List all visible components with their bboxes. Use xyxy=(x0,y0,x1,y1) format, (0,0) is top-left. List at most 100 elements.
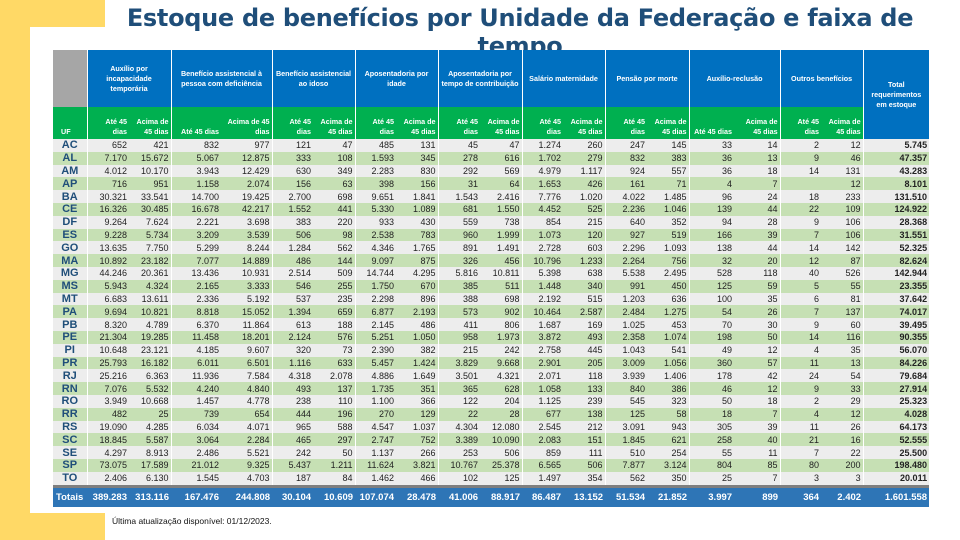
uf-cell: PR xyxy=(53,356,87,370)
uf-cell: TO xyxy=(53,471,87,487)
value-cell: 71 xyxy=(647,177,690,191)
value-cell: 2.514 xyxy=(271,266,314,280)
value-cell: 292 xyxy=(437,164,481,178)
group-header: Aposentadoria por idade xyxy=(354,50,439,107)
value-cell: 806 xyxy=(480,318,523,331)
uf-cell: RR xyxy=(53,407,87,421)
value-cell: 515 xyxy=(563,292,606,306)
value-cell xyxy=(779,177,822,191)
value-cell: 875 xyxy=(396,254,439,267)
value-cell: 1.973 xyxy=(480,330,523,344)
value-cell: 5.067 xyxy=(170,151,221,165)
subheader-up-to-45: Até 45 dias xyxy=(437,107,481,139)
value-cell: 1.093 xyxy=(647,241,690,255)
value-cell: 11.458 xyxy=(170,330,221,344)
totals-cell: 28.478 xyxy=(396,484,439,507)
value-cell: 39 xyxy=(734,420,781,434)
value-cell: 493 xyxy=(271,382,314,395)
value-cell: 242 xyxy=(480,343,523,357)
value-cell: 109 xyxy=(821,202,864,216)
table-row: MS 5.943 4.324 2.165 3.333 546 255 1.750 670 385 5… xyxy=(53,279,930,293)
value-cell: 23.182 xyxy=(129,254,171,267)
value-cell: 1.653 xyxy=(521,177,564,191)
value-cell: 106 xyxy=(821,228,864,242)
value-cell: 509 xyxy=(313,266,356,280)
value-cell: 46 xyxy=(688,382,735,395)
value-cell: 486 xyxy=(396,318,439,331)
value-cell: 255 xyxy=(313,279,356,293)
value-cell: 5 xyxy=(779,279,822,293)
value-cell: 12 xyxy=(821,139,864,152)
subheader-up-to-45: Até 45 dias xyxy=(170,107,221,139)
value-cell: 482 xyxy=(86,407,129,421)
table-row: SC 18.845 5.587 3.064 2.284 465 297 2.747 752 3.3… xyxy=(53,433,930,447)
value-cell: 323 xyxy=(647,394,690,408)
value-cell: 545 xyxy=(604,394,648,408)
subheader-up-to-45: Até 45 dias xyxy=(86,107,129,139)
value-cell: 4.321 xyxy=(480,369,523,383)
value-cell: 388 xyxy=(437,292,481,306)
value-cell: 4.703 xyxy=(221,471,273,487)
value-cell: 2.145 xyxy=(354,318,397,331)
value-cell: 630 xyxy=(271,164,314,178)
table-row: RN 7.076 5.532 4.240 4.840 493 137 1.735 351 365 6… xyxy=(53,382,930,395)
value-cell: 4 xyxy=(779,407,822,421)
value-cell: 541 xyxy=(647,343,690,357)
value-cell: 46 xyxy=(821,151,864,165)
value-cell: 59 xyxy=(734,279,781,293)
value-cell: 891 xyxy=(437,241,481,255)
value-cell: 80 xyxy=(779,458,822,472)
value-cell: 965 xyxy=(271,420,314,434)
totals-cell: 244.808 xyxy=(221,484,273,507)
value-cell: 506 xyxy=(480,446,523,459)
value-cell: 116 xyxy=(821,330,864,344)
subheader-over-45: Acima de 45 dias xyxy=(480,107,523,139)
value-cell: 18 xyxy=(779,190,822,203)
value-cell: 5.943 xyxy=(86,279,129,293)
value-cell: 16.678 xyxy=(170,202,221,216)
value-cell: 351 xyxy=(396,382,439,395)
uf-cell: SE xyxy=(53,446,87,459)
value-cell: 752 xyxy=(396,433,439,447)
value-cell: 25.378 xyxy=(480,458,523,472)
value-cell: 5.251 xyxy=(354,330,397,344)
value-cell: 11.864 xyxy=(221,318,273,331)
value-cell: 991 xyxy=(604,279,648,293)
subheader-up-to-45: Até 45 dias xyxy=(271,107,314,139)
value-cell: 10.811 xyxy=(480,266,523,280)
uf-cell: MA xyxy=(53,254,87,267)
value-cell: 14.889 xyxy=(221,254,273,267)
group-header: Pensão por morte xyxy=(604,50,690,107)
value-cell: 11 xyxy=(779,420,822,434)
value-cell: 266 xyxy=(396,446,439,459)
value-cell: 55 xyxy=(821,279,864,293)
value-cell: 18.845 xyxy=(86,433,129,447)
value-cell: 896 xyxy=(396,292,439,306)
value-cell: 40 xyxy=(734,433,781,447)
value-cell: 137 xyxy=(313,382,356,395)
value-cell: 2.193 xyxy=(396,305,439,319)
value-cell: 411 xyxy=(437,318,481,331)
value-cell: 1.491 xyxy=(480,241,523,255)
value-cell: 10.796 xyxy=(521,254,564,267)
value-cell: 28 xyxy=(480,407,523,421)
value-cell: 537 xyxy=(271,292,314,306)
value-cell: 340 xyxy=(563,279,606,293)
value-cell: 36 xyxy=(688,151,735,165)
value-cell: 349 xyxy=(313,164,356,178)
value-cell: 13.635 xyxy=(86,241,129,255)
value-cell: 832 xyxy=(170,139,221,152)
value-cell: 421 xyxy=(129,139,171,152)
value-cell: 125 xyxy=(480,471,523,487)
value-cell: 5.192 xyxy=(221,292,273,306)
table-row: GO 13.635 7.750 5.299 8.244 1.284 562 4.346 1.76… xyxy=(53,241,930,255)
value-cell: 10.170 xyxy=(129,164,171,178)
subheader-over-45: Acima de 45 dias xyxy=(647,107,690,139)
value-cell: 178 xyxy=(688,369,735,383)
value-cell: 23.121 xyxy=(129,343,171,357)
value-cell: 122 xyxy=(437,394,481,408)
uf-cell: AL xyxy=(53,151,87,165)
value-cell: 29 xyxy=(821,394,864,408)
value-cell: 21.012 xyxy=(170,458,221,472)
totals-cell: 167.476 xyxy=(171,484,221,507)
